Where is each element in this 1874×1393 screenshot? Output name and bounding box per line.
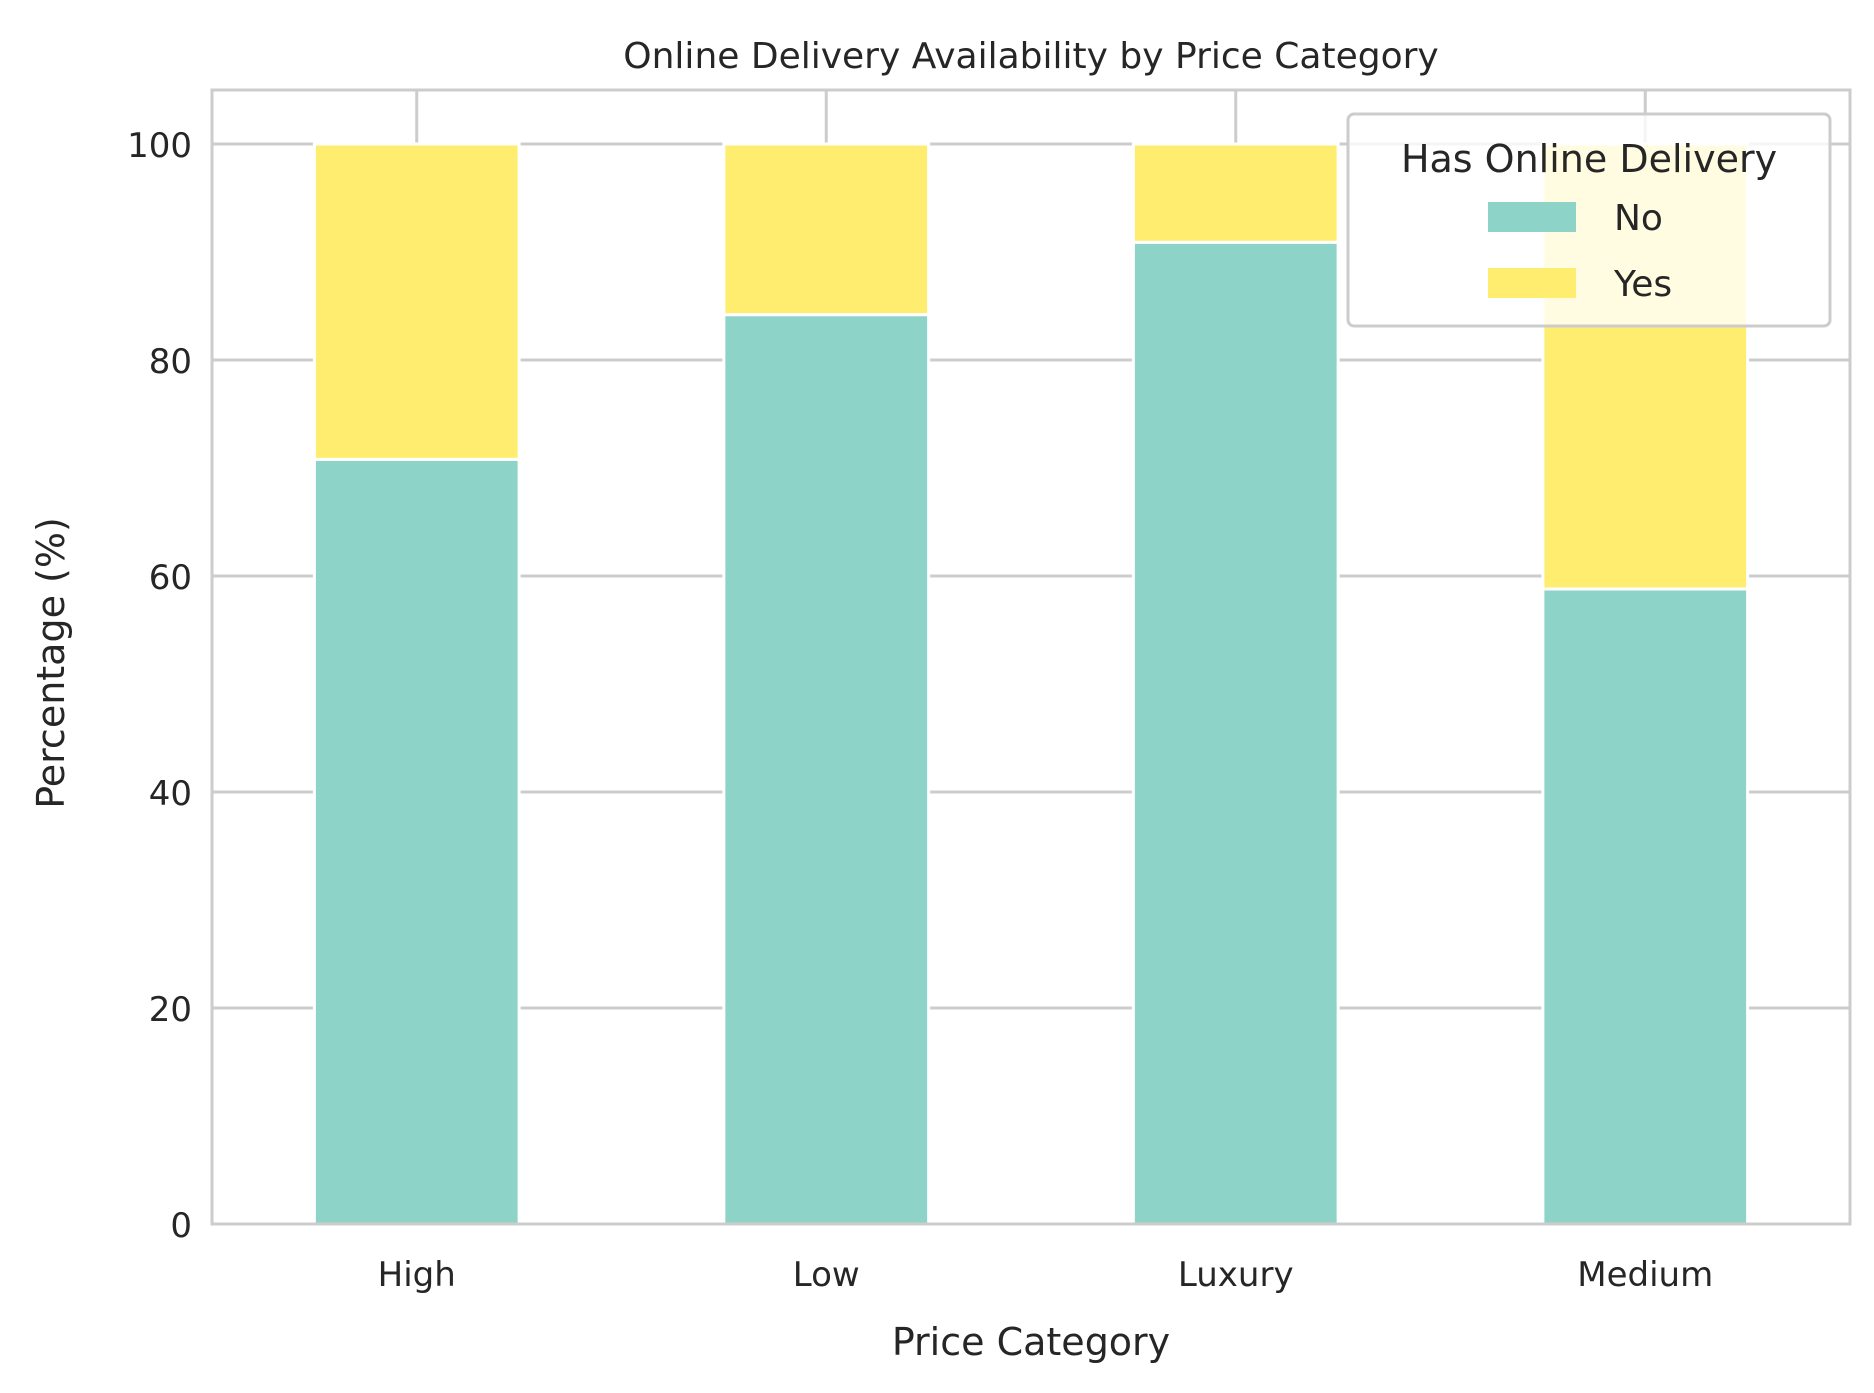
bar-no-luxury	[1131, 240, 1340, 1226]
bar-no-low	[722, 313, 931, 1226]
bar-yes-high	[312, 142, 521, 461]
bar-no-medium	[1541, 587, 1750, 1226]
bar-yes-low	[722, 142, 931, 317]
legend-swatch-yes	[1488, 268, 1576, 298]
y-tick-label: 100	[127, 126, 192, 166]
y-tick-label: 40	[149, 774, 192, 814]
legend: Has Online Delivery No Yes	[1346, 112, 1832, 328]
x-axis-label: Price Category	[892, 1320, 1170, 1364]
y-tick-label: 60	[149, 558, 192, 598]
bar-yes-luxury	[1131, 142, 1340, 244]
chart-title: Online Delivery Availability by Price Ca…	[623, 36, 1438, 77]
x-tick-label: High	[378, 1255, 456, 1295]
legend-swatch-no	[1488, 202, 1576, 232]
y-axis-label: Percentage (%)	[29, 517, 73, 809]
legend-title: Has Online Delivery	[1401, 137, 1777, 181]
bars	[312, 142, 1750, 1226]
x-tick-label: Low	[793, 1255, 860, 1295]
y-tick-label: 0	[170, 1206, 192, 1246]
legend-label-no: No	[1614, 198, 1663, 239]
legend-items: No Yes	[1488, 198, 1672, 305]
x-tick-label: Medium	[1577, 1255, 1713, 1295]
tick-labels: 0 20 40 60 80 100 High Low Luxury Medium	[127, 126, 1713, 1295]
bar-no-high	[312, 457, 521, 1226]
y-tick-label: 20	[149, 990, 192, 1030]
x-tick-label: Luxury	[1178, 1255, 1294, 1295]
legend-label-yes: Yes	[1613, 264, 1672, 305]
legend-box	[1346, 112, 1832, 328]
y-tick-label: 80	[149, 342, 192, 382]
plot-frame	[210, 88, 1852, 1226]
